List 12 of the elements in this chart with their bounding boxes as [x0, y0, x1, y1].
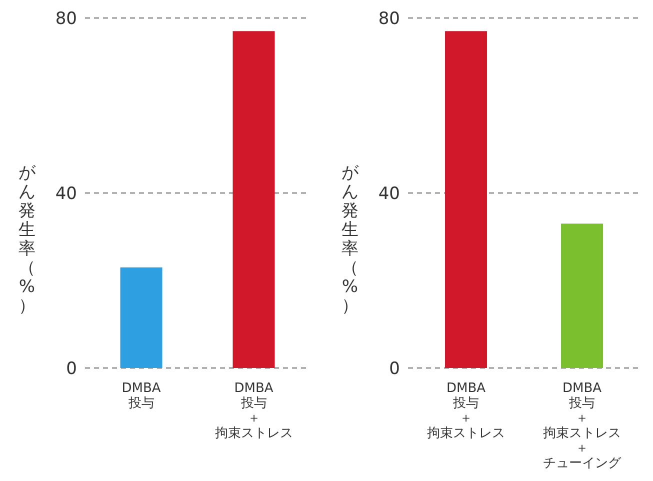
- x-tick-label: DMBA投与＋拘束ストレス＋チューイング: [543, 381, 622, 471]
- y-tick-label: 80: [55, 9, 77, 29]
- y-tick-label: 80: [378, 9, 400, 29]
- x-tick-label: DMBA投与＋拘束ストレス: [427, 381, 505, 441]
- y-tick-label: 40: [378, 184, 400, 204]
- x-tick-label: DMBA投与: [122, 381, 161, 411]
- x-tick-label: DMBA投与＋拘束ストレス: [214, 381, 293, 441]
- y-axis-title: がん発生率（%）: [342, 163, 360, 316]
- y-tick-label: 40: [55, 184, 77, 204]
- y-axis-title: がん発生率（%）: [18, 163, 36, 316]
- y-tick-label: 0: [66, 359, 77, 379]
- y-tick-label: 0: [389, 359, 400, 379]
